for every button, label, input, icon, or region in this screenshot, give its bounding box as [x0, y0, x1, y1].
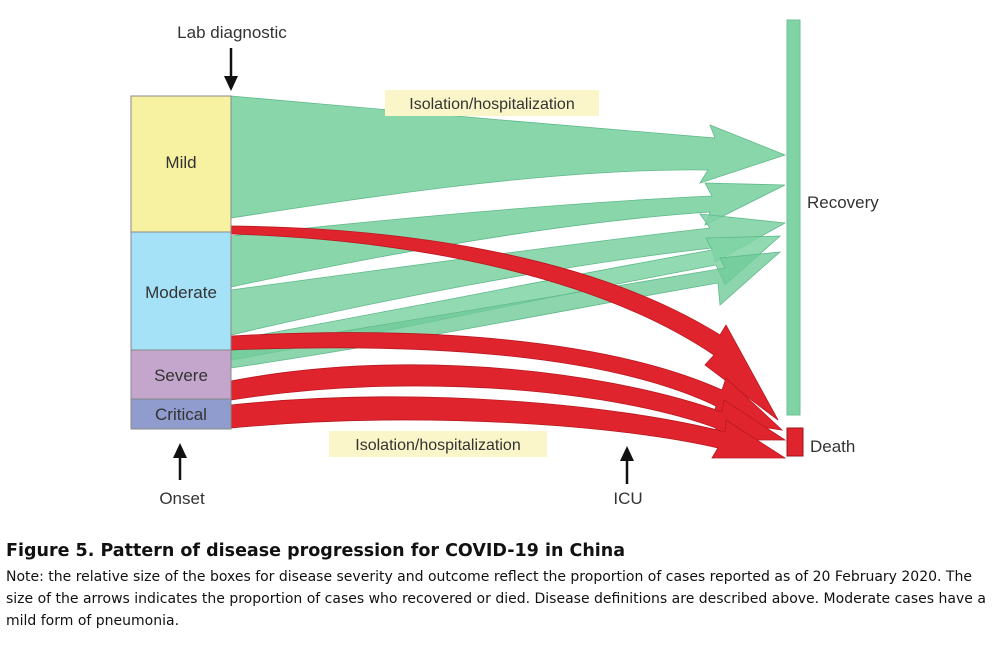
- icu-arrow-head: [620, 446, 634, 461]
- stage-box-moderate: [130, 231, 232, 351]
- stage-box-mild: [130, 95, 232, 233]
- lab-diagnostic-arrow-head: [224, 76, 238, 91]
- disease-progression-diagram: Mild Moderate Severe Critical Recovery D…: [130, 19, 879, 508]
- stage-label-mild: Mild: [165, 153, 196, 172]
- lab-diagnostic-label: Lab diagnostic: [177, 23, 287, 42]
- death-box: [786, 427, 804, 457]
- outcome-label-death: Death: [810, 437, 855, 456]
- stage-box-critical: [130, 398, 232, 430]
- isolation-label-bottom-bg: [329, 431, 547, 457]
- figure-caption: Figure 5. Pattern of disease progression…: [6, 540, 986, 632]
- death-flow-critical: [230, 396, 787, 459]
- icu-label: ICU: [613, 489, 642, 508]
- onset-label: Onset: [159, 489, 205, 508]
- isolation-label-bottom: Isolation/hospitalization: [355, 437, 520, 454]
- onset-arrow-head: [173, 443, 187, 458]
- stage-label-severe: Severe: [154, 366, 208, 385]
- caption-note: Note: the relative size of the boxes for…: [6, 569, 986, 629]
- isolation-label-top: Isolation/hospitalization: [409, 96, 574, 113]
- stage-box-severe: [130, 349, 232, 400]
- outcome-label-recovery: Recovery: [807, 193, 879, 212]
- recovery-flow-moderate-1: [230, 182, 786, 288]
- stage-label-critical: Critical: [155, 405, 207, 424]
- caption-title: Figure 5. Pattern of disease progression…: [6, 541, 626, 561]
- stage-label-moderate: Moderate: [145, 283, 217, 302]
- isolation-label-top-bg: [385, 90, 599, 116]
- recovery-bar: [786, 19, 801, 416]
